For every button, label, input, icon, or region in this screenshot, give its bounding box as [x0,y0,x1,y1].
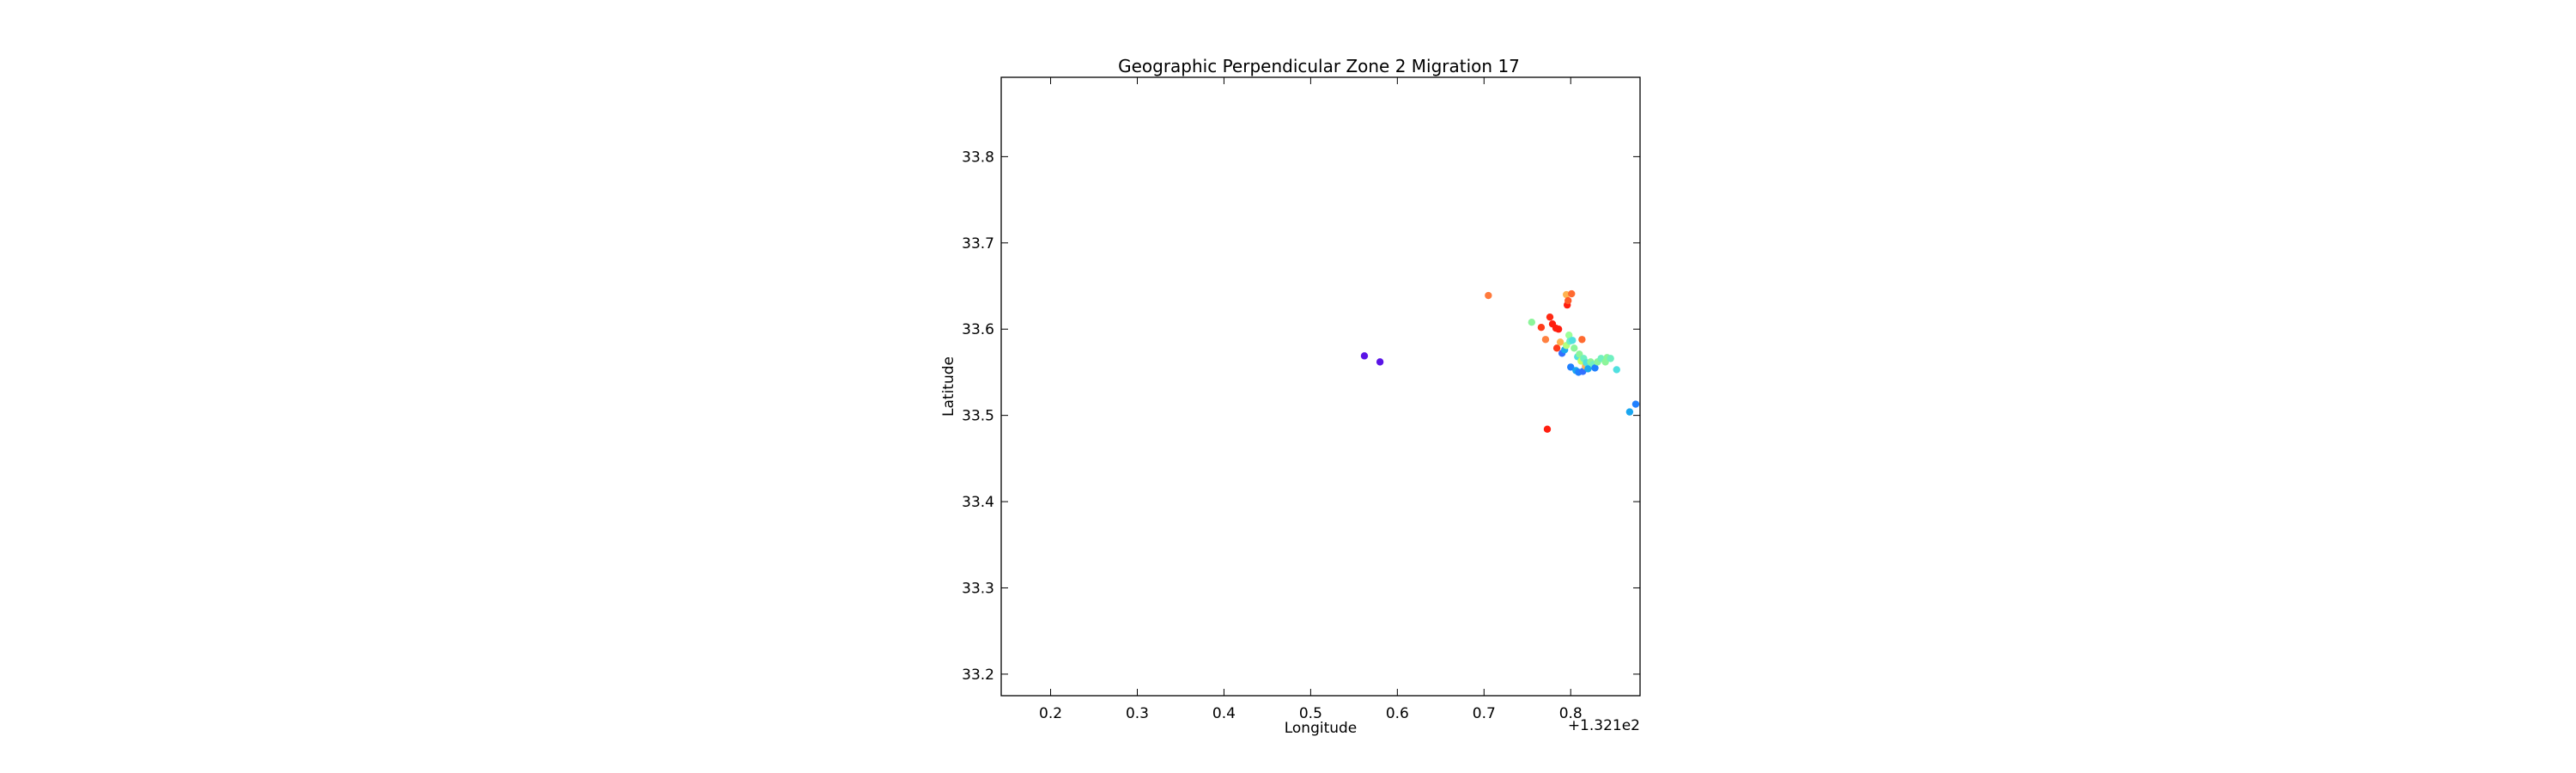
y-tick-label: 33.7 [962,235,994,253]
y-tick-label: 33.5 [962,408,994,425]
data-points [1360,289,1640,433]
data-point [1584,365,1592,373]
x-tick-label: 0.7 [1473,705,1496,722]
data-point [1631,400,1640,408]
x-axis-label: Longitude [1285,720,1358,737]
x-axis-offset-label: +1.321e2 [1568,717,1640,734]
data-point [1564,296,1572,305]
data-point [1569,337,1577,344]
y-tick-label: 33.6 [962,321,994,338]
x-tick-label: 0.4 [1212,705,1236,722]
data-point [1568,289,1576,298]
y-tick-label: 33.3 [962,580,994,597]
data-point [1578,336,1586,344]
data-point [1546,313,1554,321]
data-point [1613,366,1620,374]
data-point [1607,355,1614,362]
x-tick-label: 0.3 [1126,705,1149,722]
y-axis-label: Latitude [940,356,957,417]
data-point [1565,332,1573,339]
x-tick-label: 0.8 [1559,705,1583,722]
data-point [1552,344,1561,352]
y-tick-label: 33.2 [962,666,994,684]
axis-ticks: 0.2 0.3 0.4 0.5 0.6 0.7 0.8 33.2 33.3 33.4 33.5 33.… [962,77,1640,722]
plot-area [1000,76,1641,697]
data-point [1591,364,1599,372]
data-point [1541,336,1550,344]
data-point [1528,318,1536,326]
y-tick-label: 33.4 [962,494,994,511]
data-point [1360,352,1369,360]
data-point [1537,324,1546,332]
data-point [1485,291,1492,300]
x-tick-label: 0.6 [1386,705,1409,722]
data-point [1571,344,1578,352]
data-point [1543,425,1552,433]
data-point [1554,326,1563,333]
chart-title: Geographic Perpendicular Zone 2 Migratio… [1118,56,1520,76]
data-point [1567,363,1575,371]
data-point [1376,358,1384,366]
data-point [1556,338,1564,346]
x-tick-label: 0.2 [1039,705,1062,722]
data-point [1625,408,1634,416]
y-tick-label: 33.8 [962,149,994,166]
x-tick-label: 0.5 [1299,705,1322,722]
